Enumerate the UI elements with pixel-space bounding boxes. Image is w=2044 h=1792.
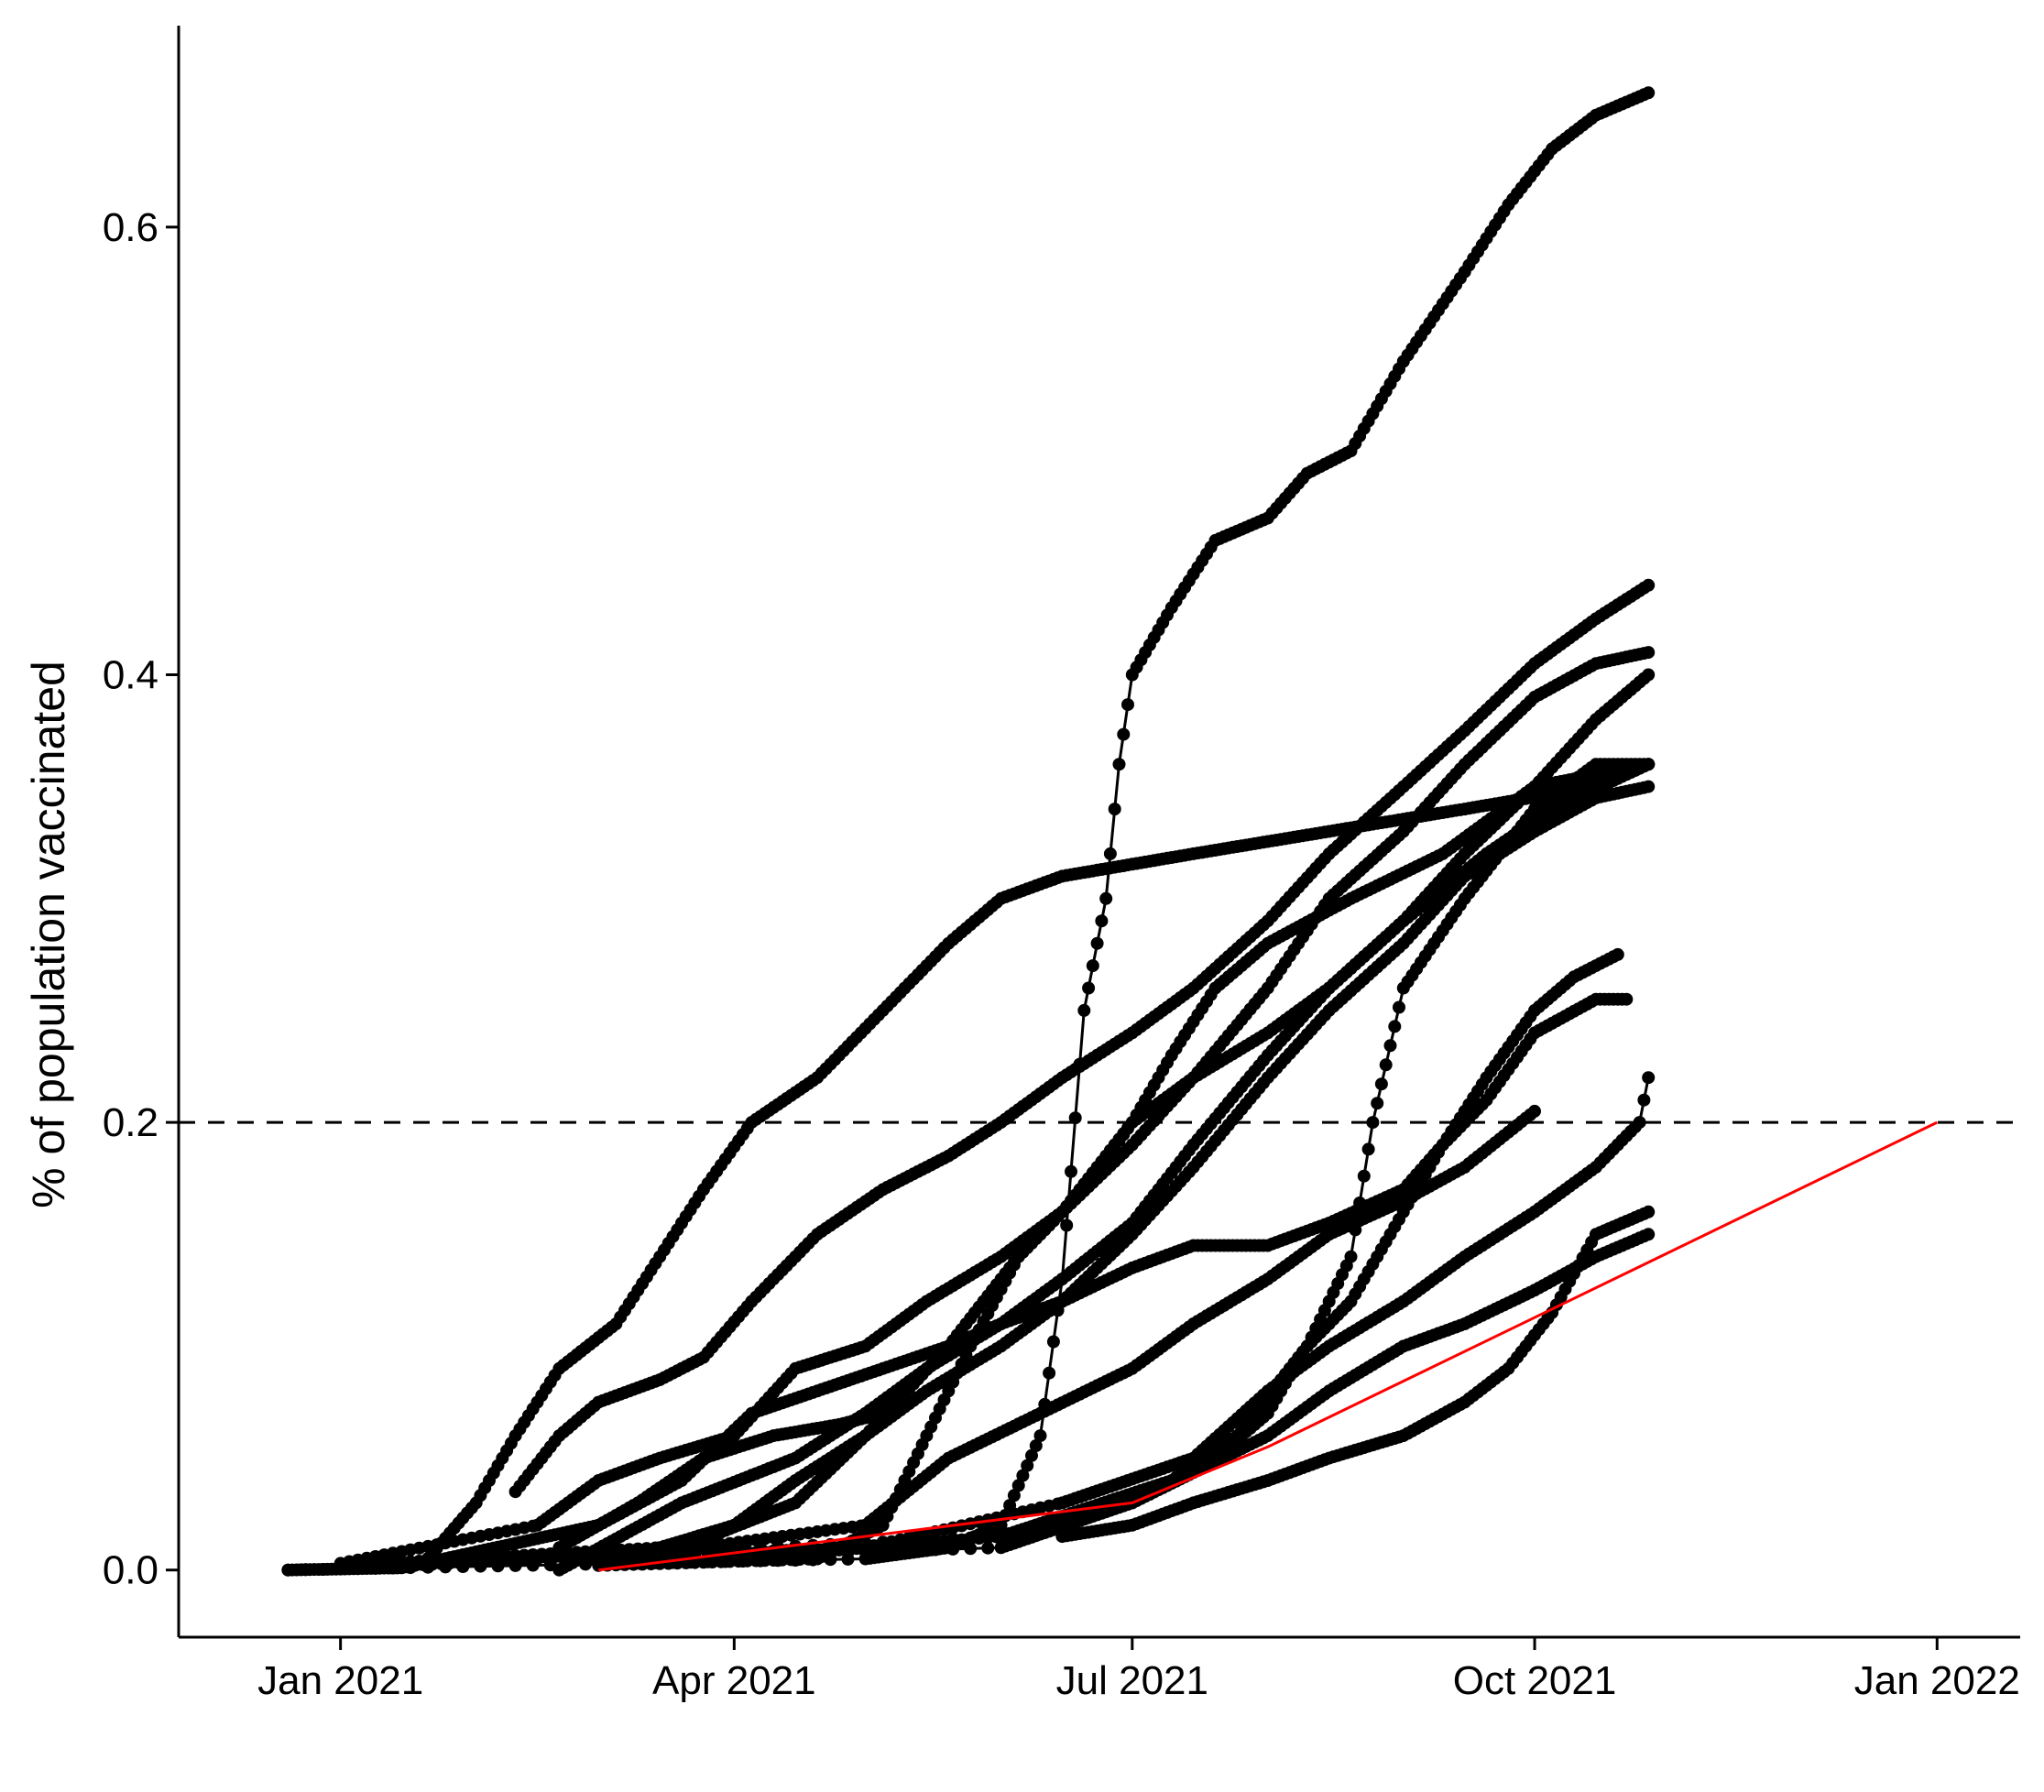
series-12 [592,1104,1541,1568]
data-point [1060,1218,1074,1232]
data-point [1642,758,1656,771]
data-point [1033,1429,1047,1443]
data-point [543,1552,557,1565]
data-point [819,1542,833,1556]
data-point [1642,578,1656,592]
plot-series-layer [281,86,1938,1577]
data-point [1374,1077,1388,1091]
data-point [1642,1205,1656,1218]
data-point [1528,1104,1541,1118]
x-tick-label: Oct 2021 [1453,1658,1617,1703]
series-line [598,1120,1938,1572]
data-point [1361,1142,1375,1156]
data-point [1103,847,1117,860]
data-point [1108,803,1121,816]
data-point [557,1551,571,1565]
data-point [1117,727,1131,741]
data-point [1642,668,1656,682]
data-point [1642,646,1656,660]
data-point [1043,1366,1056,1380]
series-14 [417,947,1624,1570]
data-point [1633,1116,1646,1130]
data-point [1025,1448,1038,1462]
data-point [1046,1335,1060,1349]
series-15 [552,1406,890,1555]
data-point [964,1542,978,1556]
data-point [1383,1039,1397,1053]
data-point [832,1542,846,1556]
data-point [1095,914,1109,928]
data-point [360,1557,374,1571]
data-point [1344,1250,1358,1263]
y-axis-ticks: 0.0 0.2 0.4 0.6 [103,205,179,1593]
y-tick-label: 0.0 [103,1548,158,1593]
data-point [1090,936,1104,950]
data-point [386,1557,399,1570]
data-point [1366,1116,1380,1130]
data-point [1393,1000,1405,1014]
data-point [1065,1164,1077,1178]
series-13 [1055,1205,1656,1544]
x-axis-ticks: Jan 2021 Apr 2021 Jul 2021 Oct 2021 Jan 2022 [257,1637,2020,1703]
data-point [806,1543,820,1557]
data-point [281,1563,295,1577]
x-tick-label: Jan 2021 [257,1658,423,1703]
data-point [1021,1459,1034,1472]
data-point [478,1554,492,1568]
data-point [518,1553,531,1566]
data-point [793,1543,806,1557]
data-point [1011,1479,1025,1492]
data-point [1016,1469,1030,1482]
data-point [946,1532,960,1546]
data-point [347,1558,360,1572]
data-point [1007,1489,1021,1502]
data-point [299,1563,312,1577]
data-point [399,1557,413,1570]
data-point [1077,1003,1091,1017]
data-point [1388,1020,1402,1033]
y-axis-title: % of population vaccinated [23,661,74,1208]
data-point [1642,1071,1656,1085]
data-point [316,1563,330,1576]
data-point [504,1553,518,1567]
data-point [1642,1228,1656,1241]
data-point [491,1554,505,1567]
data-point [333,1558,347,1572]
data-point [1082,981,1096,995]
data-point [373,1557,387,1571]
data-point [1121,698,1134,712]
data-point [1642,780,1656,793]
y-tick-label: 0.4 [103,652,158,697]
y-tick-label: 0.2 [103,1100,158,1145]
data-point [964,1531,978,1545]
data-point [1620,992,1634,1006]
series-7 [592,758,1656,1572]
data-point [1086,959,1099,973]
series-16 [598,1120,1938,1572]
data-point [1099,891,1113,905]
data-point [981,1530,995,1544]
data-point [570,1551,584,1564]
data-point [1371,1097,1384,1110]
series-2 [508,578,1656,1499]
x-tick-label: Apr 2021 [652,1658,816,1703]
data-point [1112,758,1126,771]
data-point [1029,1439,1043,1452]
data-point [981,1541,995,1555]
series-line [340,650,1649,1565]
data-point [1611,947,1624,961]
data-point [1379,1058,1393,1072]
data-point [1637,1093,1651,1107]
y-tick-label: 0.6 [103,205,158,250]
data-point [846,1541,859,1555]
data-point [1357,1169,1371,1183]
series-line [598,1109,1536,1563]
data-point [530,1552,544,1566]
data-point [1642,86,1656,100]
data-point [876,1406,890,1420]
x-tick-label: Jan 2022 [1854,1658,2020,1703]
x-tick-label: Jul 2021 [1056,1658,1208,1703]
